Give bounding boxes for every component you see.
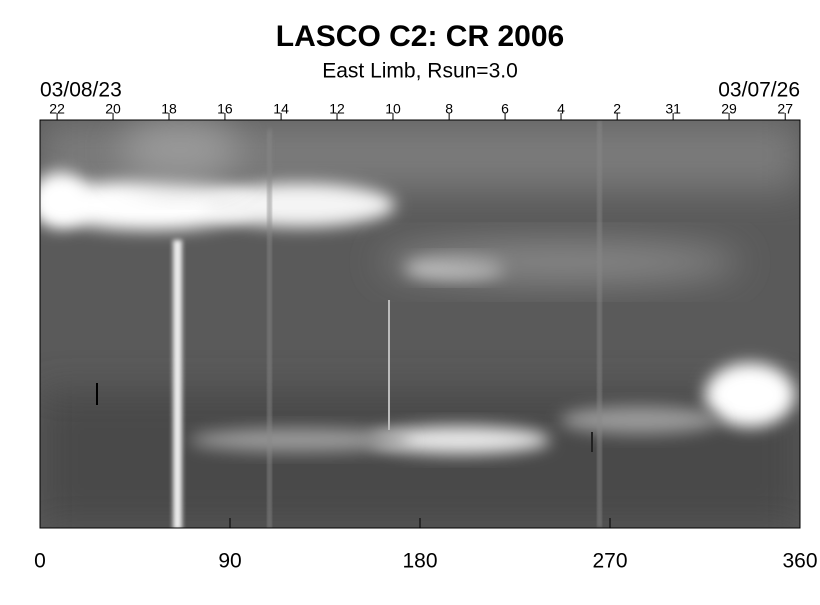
top-tick-label: 22	[49, 101, 65, 117]
chart-subtitle: East Limb, Rsun=3.0	[322, 60, 518, 83]
top-tick-label: 20	[105, 101, 121, 117]
top-tick-label: 12	[329, 101, 345, 117]
top-tick-label: 6	[501, 101, 509, 117]
top-tick-label: 27	[777, 101, 793, 117]
top-tick-label: 16	[217, 101, 233, 117]
top-tick-label: 14	[273, 101, 289, 117]
chart-title: LASCO C2: CR 2006	[276, 20, 564, 53]
top-tick-label: 8	[445, 101, 453, 117]
top-tick-label: 31	[665, 101, 681, 117]
top-tick-label: 4	[557, 101, 565, 117]
top-tick-label: 2	[613, 101, 621, 117]
top-tick-label: 10	[385, 101, 401, 117]
synoptic-map	[40, 120, 800, 528]
top-tick-label: 29	[721, 101, 737, 117]
x-tick-label: 0	[34, 550, 46, 573]
top-tick-label: 18	[161, 101, 177, 117]
start-date: 03/08/23	[40, 79, 122, 102]
x-tick-label: 270	[592, 550, 627, 573]
x-tick-label: 180	[402, 550, 437, 573]
end-date: 03/07/26	[718, 79, 800, 102]
x-tick-label: 90	[218, 550, 241, 573]
x-tick-label: 360	[782, 550, 817, 573]
